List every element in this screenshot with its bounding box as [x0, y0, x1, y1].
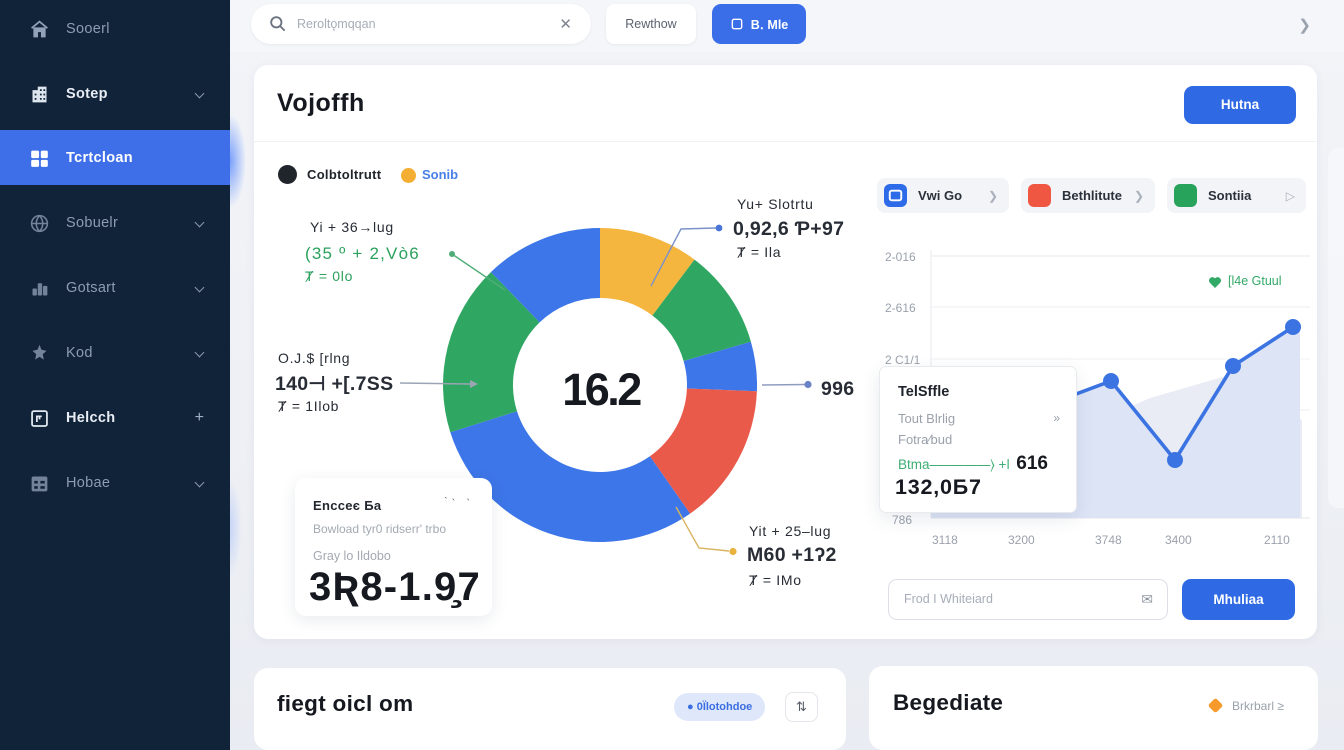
svg-text:16.2: 16.2 [562, 364, 641, 415]
